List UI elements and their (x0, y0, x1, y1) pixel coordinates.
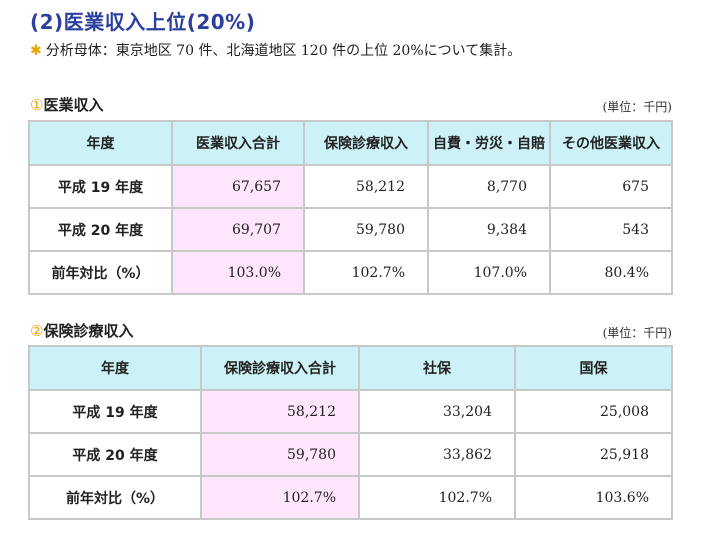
table-cell: 59,780 (303, 207, 429, 252)
header-cell: 年度 (28, 345, 202, 391)
table-cell: 69,707 (171, 207, 305, 252)
table-cell: 59,780 (200, 432, 360, 477)
table-header-row: 年度 保険診療収入合計 社保 国保 (28, 345, 673, 391)
asterisk-icon: ✱ (30, 43, 42, 59)
header-cell: 自費・労災・自賠 (427, 120, 551, 166)
table-cell: 33,204 (358, 389, 516, 434)
table-cell: 8,770 (427, 164, 551, 209)
table-cell: 58,212 (303, 164, 429, 209)
analysis-note: ✱ 分析母体：東京地区 70 件、北海道地区 120 件の上位 20%について集計… (30, 40, 521, 60)
section1-title: 医業収入 (43, 96, 104, 114)
table-row: 平成 20 年度 69,707 59,780 9,384 543 (28, 207, 673, 252)
header-cell: 国保 (514, 345, 673, 391)
table-cell: 25,918 (514, 432, 673, 477)
row-label: 前年対比（%） (28, 250, 173, 295)
row-label: 平成 20 年度 (28, 432, 202, 477)
table-cell: 33,862 (358, 432, 516, 477)
header-cell: 保険診療収入 (303, 120, 429, 166)
table-row: 前年対比（%） 102.7% 102.7% 103.6% (28, 475, 673, 520)
table-cell: 103.6% (514, 475, 673, 520)
row-label: 平成 19 年度 (28, 389, 202, 434)
table-cell: 675 (549, 164, 673, 209)
table-row: 平成 19 年度 58,212 33,204 25,008 (28, 389, 673, 434)
section2-unit: (単位：千円) (602, 326, 672, 340)
note-text: 分析母体：東京地区 70 件、北海道地区 120 件の上位 20%について集計。 (45, 43, 522, 59)
row-label: 前年対比（%） (28, 475, 202, 520)
section2-heading: ②保険診療収入 (30, 320, 133, 341)
medical-income-table: 年度 医業収入合計 保険診療収入 自費・労災・自賠 その他医業収入 平成 19 … (28, 120, 673, 295)
table-row: 平成 19 年度 67,657 58,212 8,770 675 (28, 164, 673, 209)
section1-heading: ①医業収入 (30, 94, 103, 115)
table-cell: 103.0% (171, 250, 305, 295)
table-cell: 102.7% (303, 250, 429, 295)
header-cell: 医業収入合計 (171, 120, 305, 166)
header-cell: その他医業収入 (549, 120, 673, 166)
table-cell: 543 (549, 207, 673, 252)
header-cell: 年度 (28, 120, 173, 166)
insurance-income-table: 年度 保険診療収入合計 社保 国保 平成 19 年度 58,212 33,204… (28, 345, 673, 520)
table-cell: 58,212 (200, 389, 360, 434)
table-cell: 9,384 (427, 207, 551, 252)
table-cell: 102.7% (200, 475, 360, 520)
table-header-row: 年度 医業収入合計 保険診療収入 自費・労災・自賠 その他医業収入 (28, 120, 673, 166)
row-label: 平成 20 年度 (28, 207, 173, 252)
section1-number: ① (30, 96, 44, 114)
table-cell: 67,657 (171, 164, 305, 209)
page-title: (2)医業収入上位(20%) (30, 10, 256, 34)
table-cell: 102.7% (358, 475, 516, 520)
header-cell: 社保 (358, 345, 516, 391)
table-cell: 107.0% (427, 250, 551, 295)
row-label: 平成 19 年度 (28, 164, 173, 209)
section2-number: ② (30, 322, 44, 340)
section1-unit: (単位：千円) (602, 100, 672, 114)
table-row: 平成 20 年度 59,780 33,862 25,918 (28, 432, 673, 477)
table-cell: 80.4% (549, 250, 673, 295)
table-row: 前年対比（%） 103.0% 102.7% 107.0% 80.4% (28, 250, 673, 295)
header-cell: 保険診療収入合計 (200, 345, 360, 391)
section2-title: 保険診療収入 (43, 322, 134, 340)
table-cell: 25,008 (514, 389, 673, 434)
